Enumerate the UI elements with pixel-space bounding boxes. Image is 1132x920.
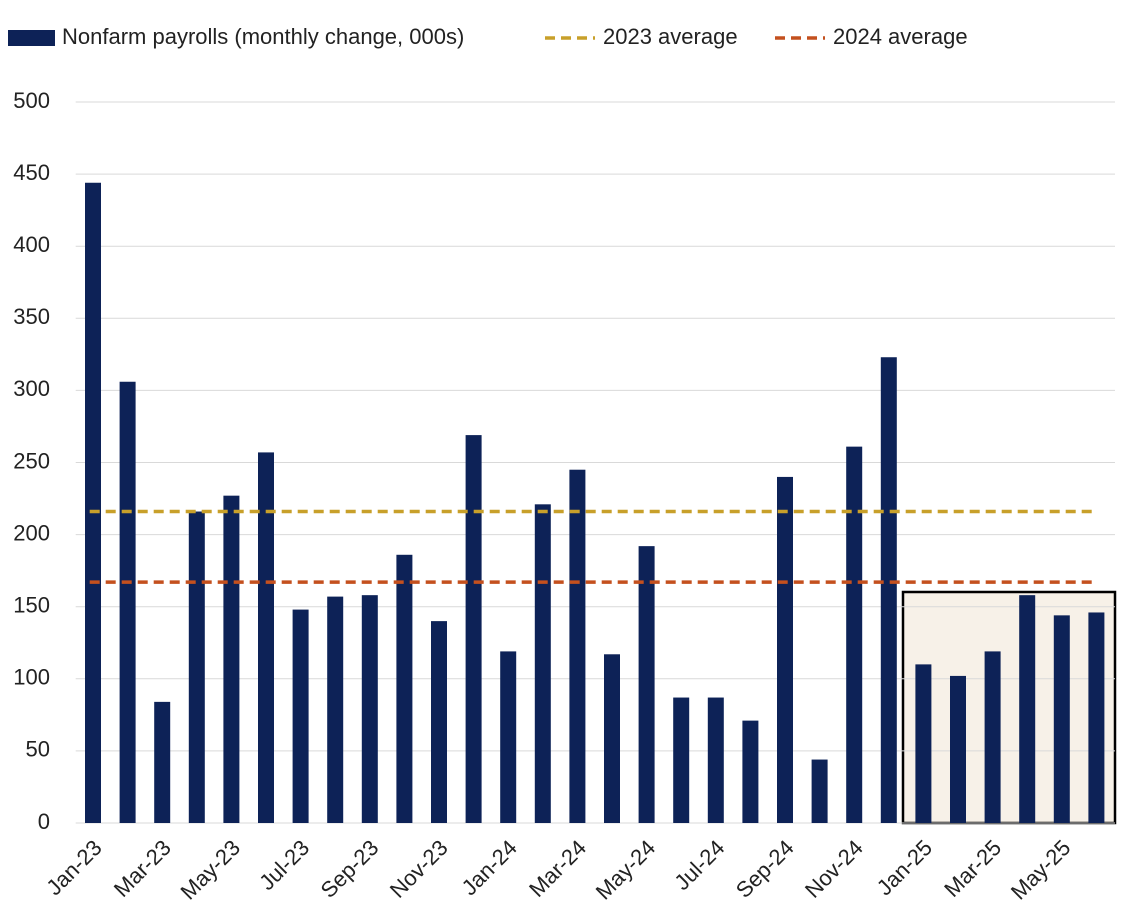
- bar: [604, 654, 620, 823]
- bars: [85, 182, 1105, 823]
- bar: [811, 759, 828, 823]
- y-tick-label: 150: [13, 593, 50, 618]
- y-tick-label: 350: [13, 304, 50, 329]
- bar: [119, 381, 136, 823]
- y-tick-label: 0: [38, 809, 50, 834]
- legend-label: 2023 average: [603, 24, 738, 49]
- bar: [1053, 615, 1070, 823]
- grid: [75, 101, 1115, 824]
- x-tick-label: Sep-24: [731, 835, 799, 903]
- y-tick-label: 450: [13, 160, 50, 185]
- x-tick-label: Mar-24: [524, 835, 591, 902]
- bar: [880, 357, 897, 823]
- bar: [258, 452, 274, 823]
- bar: [950, 675, 966, 823]
- bar: [431, 621, 447, 823]
- legend-swatch: [8, 30, 55, 46]
- bar: [465, 435, 482, 823]
- y-tick-label: 250: [13, 448, 50, 473]
- y-tick-label: 200: [13, 520, 50, 545]
- bar: [361, 595, 378, 823]
- bar: [707, 697, 724, 823]
- y-tick-label: 400: [13, 232, 50, 257]
- legend-label: Nonfarm payrolls (monthly change, 000s): [62, 24, 464, 49]
- bar: [673, 697, 690, 823]
- highlight-box: [901, 590, 1117, 825]
- x-tick-label: Mar-23: [109, 835, 176, 902]
- bar: [638, 546, 655, 823]
- x-tick-label: Nov-23: [385, 835, 453, 903]
- bar: [292, 609, 309, 823]
- y-tick-label: 100: [13, 665, 50, 690]
- bar: [742, 720, 759, 823]
- x-tick-label: Mar-25: [939, 835, 1006, 902]
- bar: [1019, 595, 1036, 823]
- x-tick-label: May-24: [591, 835, 661, 905]
- bar: [188, 511, 205, 823]
- x-tick-label: Jan-25: [872, 835, 937, 900]
- x-tick-label: Jan-24: [457, 835, 522, 900]
- x-tick-label: Nov-24: [800, 835, 868, 903]
- x-tick-label: Jul-24: [669, 835, 729, 895]
- bar: [1088, 612, 1105, 823]
- reference-lines: [89, 509, 1097, 584]
- bar: [534, 504, 551, 823]
- x-tick-label: May-25: [1006, 835, 1076, 905]
- bar: [396, 554, 413, 823]
- bar: [223, 495, 240, 823]
- bar: [327, 596, 344, 823]
- y-tick-label: 500: [13, 88, 50, 113]
- bar: [569, 469, 586, 823]
- y-tick-label: 300: [13, 376, 50, 401]
- x-tick-label: May-23: [175, 835, 245, 905]
- legend: Nonfarm payrolls (monthly change, 000s) 2…: [8, 24, 968, 49]
- bar: [846, 446, 863, 823]
- y-tick-label: 50: [26, 737, 50, 762]
- bar: [500, 651, 517, 823]
- x-tick-label: Jul-23: [254, 835, 314, 895]
- bar: [154, 701, 171, 823]
- bar: [984, 651, 1001, 823]
- x-tick-label: Sep-23: [316, 835, 384, 903]
- bar: [777, 476, 793, 823]
- bar: [915, 664, 932, 823]
- bar: [85, 182, 101, 823]
- x-tick-label: Jan-23: [41, 835, 106, 900]
- legend-label: 2024 average: [833, 24, 968, 49]
